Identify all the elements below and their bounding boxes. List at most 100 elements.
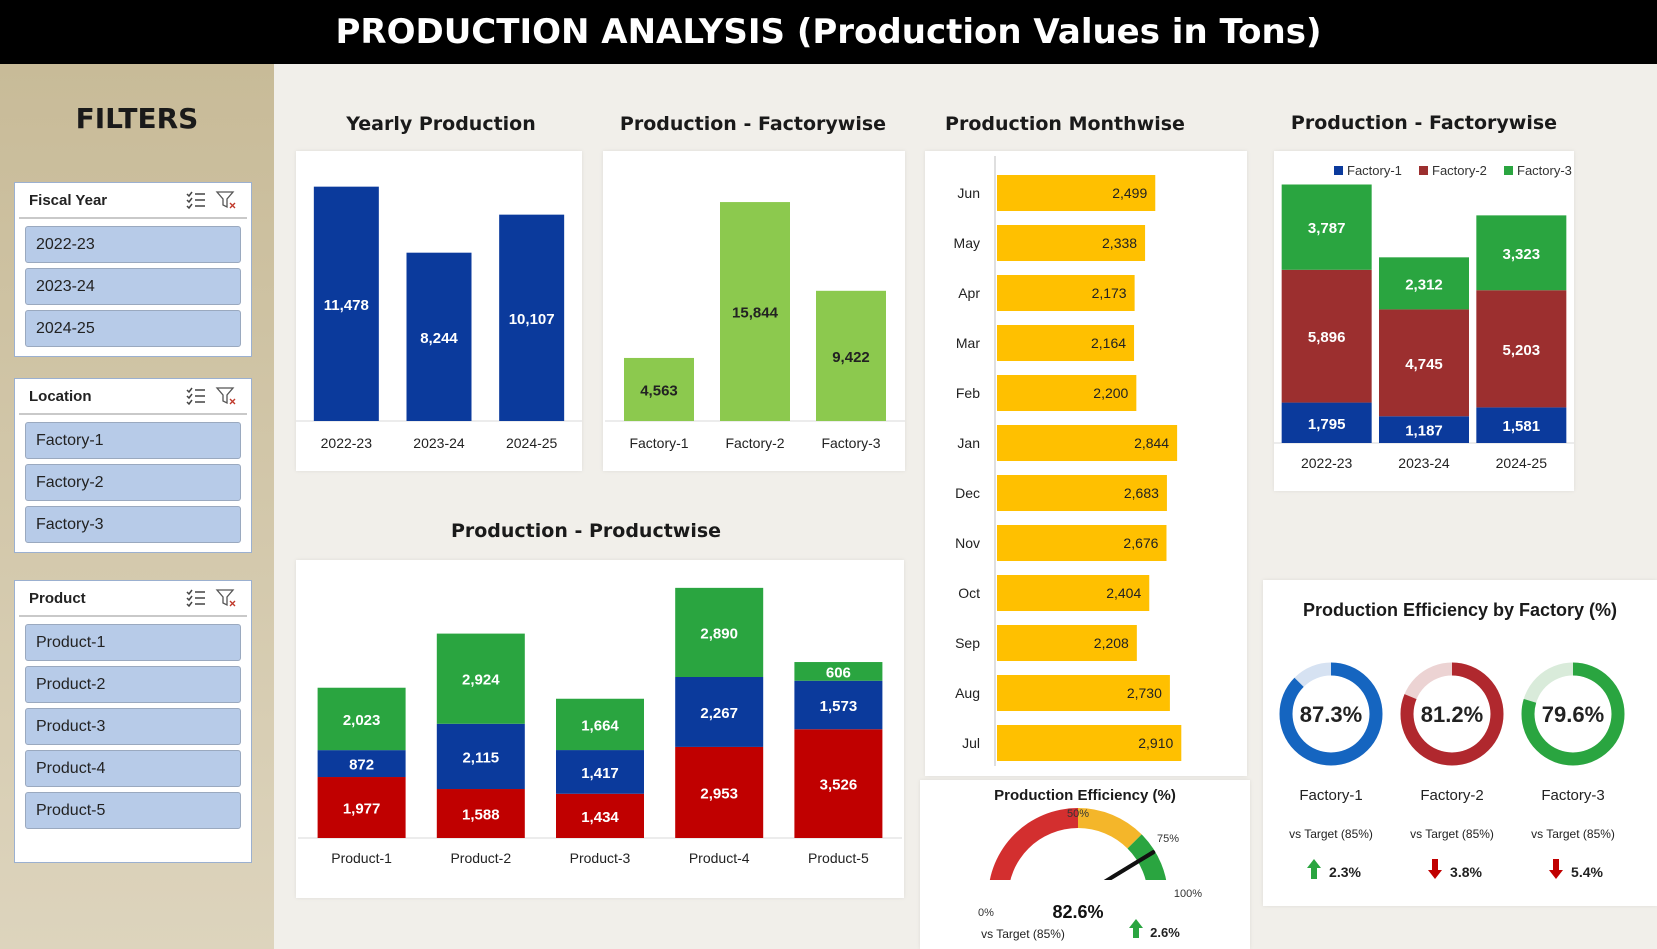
slicer-item-product-5[interactable]: Product-5 xyxy=(25,792,241,829)
bar-segment-product-2-series-3[interactable] xyxy=(436,633,525,724)
slicer-item-factory-1[interactable]: Factory-1 xyxy=(25,422,241,459)
bar-segment-2024-25-factory-1[interactable] xyxy=(1476,407,1567,443)
bar-segment-product-4-series-2[interactable] xyxy=(675,676,764,747)
slicer-item-2022-23[interactable]: 2022-23 xyxy=(25,226,241,263)
slicer-fiscal-year: Fiscal Year 2022-23 2023-24 2024-25 xyxy=(14,182,252,357)
bar-segment-product-4-series-1[interactable] xyxy=(675,746,764,838)
bar-segment-2022-23-factory-2[interactable] xyxy=(1281,269,1372,403)
slicer-item-factory-3[interactable]: Factory-3 xyxy=(25,506,241,543)
data-label: 1,977 xyxy=(343,801,381,818)
multi-select-icon[interactable] xyxy=(185,385,207,407)
slicer-item-factory-2[interactable]: Factory-2 xyxy=(25,464,241,501)
factorywise-title: Production - Factorywise xyxy=(619,113,887,135)
bar-jul[interactable] xyxy=(997,725,1182,761)
gauge-title: Production Efficiency (%) xyxy=(994,787,1176,804)
bar-2023-24[interactable] xyxy=(406,252,472,421)
slicer-item-2023-24[interactable]: 2023-24 xyxy=(25,268,241,305)
bar-2022-23[interactable] xyxy=(313,186,379,421)
data-label: 2,115 xyxy=(462,749,499,766)
multi-select-icon[interactable] xyxy=(185,587,207,609)
bar-segment-2024-25-factory-2[interactable] xyxy=(1476,290,1567,408)
bar-mar[interactable] xyxy=(997,325,1135,361)
data-label: 2,844 xyxy=(1134,435,1169,451)
bar-segment-product-3-series-2[interactable] xyxy=(556,750,644,794)
bar-aug[interactable] xyxy=(997,675,1170,711)
data-label: 3,526 xyxy=(820,777,858,794)
data-label: 1,581 xyxy=(1503,418,1541,435)
y-tick-label: Mar xyxy=(956,335,980,351)
bar-dec[interactable] xyxy=(997,475,1167,511)
bar-segment-product-1-series-1[interactable] xyxy=(317,777,406,838)
bar-segment-2022-23-factory-3[interactable] xyxy=(1281,184,1372,270)
bar-apr[interactable] xyxy=(997,275,1135,311)
slicer-item-product-4[interactable]: Product-4 xyxy=(25,750,241,787)
bar-feb[interactable] xyxy=(997,375,1137,411)
bar-may[interactable] xyxy=(997,225,1146,261)
data-label: 11,478 xyxy=(324,297,369,314)
monthwise-title: Production Monthwise xyxy=(945,113,1185,135)
arrow-up-icon xyxy=(1129,919,1143,938)
donut-delta: 2.3% xyxy=(1329,864,1361,880)
factorywise-chart-panel: 4,563 Factory-1 15,844 Factory-2 9,422 Factor… xyxy=(603,151,905,471)
bar-segment-2024-25-factory-3[interactable] xyxy=(1476,215,1567,291)
bar-segment-2023-24-factory-1[interactable] xyxy=(1379,416,1469,443)
bar-factory-3[interactable] xyxy=(816,290,886,421)
x-tick-label: Product-5 xyxy=(808,850,869,866)
slicer-header: Product xyxy=(19,581,247,617)
bar-segment-product-3-series-1[interactable] xyxy=(556,793,644,838)
donut-delta: 3.8% xyxy=(1450,864,1482,880)
slicer-item-product-1[interactable]: Product-1 xyxy=(25,624,241,661)
bar-segment-product-5-series-3[interactable] xyxy=(794,662,883,681)
gauge-band-red xyxy=(988,808,1078,898)
bar-segment-product-4-series-3[interactable] xyxy=(675,587,764,677)
gauge-mask xyxy=(920,880,1250,940)
bar-segment-2022-23-factory-1[interactable] xyxy=(1281,402,1372,443)
slicer-item-product-3[interactable]: Product-3 xyxy=(25,708,241,745)
donut-target-label: vs Target (85%) xyxy=(1289,827,1373,841)
data-label: 2,499 xyxy=(1112,185,1147,201)
bar-segment-product-5-series-1[interactable] xyxy=(794,729,883,838)
bar-factory-2[interactable] xyxy=(720,202,790,421)
y-tick-label: Jun xyxy=(957,185,980,201)
clear-filter-icon[interactable] xyxy=(215,587,237,609)
clear-filter-icon[interactable] xyxy=(215,189,237,211)
data-label: 2,312 xyxy=(1405,276,1443,293)
x-tick-label: Product-2 xyxy=(450,850,511,866)
slicer-item-2024-25[interactable]: 2024-25 xyxy=(25,310,241,347)
bar-2024-25[interactable] xyxy=(499,214,565,421)
bar-segment-2023-24-factory-3[interactable] xyxy=(1379,257,1469,310)
y-tick-label: Jul xyxy=(962,735,980,751)
bar-segment-product-1-series-3[interactable] xyxy=(317,687,406,751)
donut-value: 79.6% xyxy=(1542,702,1604,727)
bar-nov[interactable] xyxy=(997,525,1167,561)
bar-oct[interactable] xyxy=(997,575,1150,611)
donut-factory-label: Factory-1 xyxy=(1299,787,1362,804)
data-label: 5,896 xyxy=(1308,329,1346,346)
x-tick-label: Factory-3 xyxy=(821,435,880,451)
bar-segment-product-5-series-2[interactable] xyxy=(794,680,883,730)
y-tick-label: May xyxy=(954,235,980,251)
productwise-chart-panel: 1,977 872 2,023 Product-1 1,588 2,115 2,924 Pro… xyxy=(296,560,904,898)
bar-segment-2023-24-factory-2[interactable] xyxy=(1379,309,1469,417)
arrow-down-icon xyxy=(1428,859,1442,879)
clear-filter-icon[interactable] xyxy=(215,385,237,407)
x-tick-label: 2023-24 xyxy=(1398,455,1450,471)
legend-swatch-factory-1 xyxy=(1334,166,1343,175)
bar-segment-product-1-series-2[interactable] xyxy=(317,750,406,778)
bar-jan[interactable] xyxy=(997,425,1178,461)
bar-segment-product-3-series-3[interactable] xyxy=(556,698,644,751)
donut-value: 81.2% xyxy=(1421,702,1483,727)
donut-arc-factory-1[interactable] xyxy=(1279,662,1383,766)
bar-factory-1[interactable] xyxy=(624,357,694,421)
donut-arc-factory-3[interactable] xyxy=(1521,662,1625,766)
bar-segment-product-2-series-2[interactable] xyxy=(436,723,525,790)
data-label: 2,676 xyxy=(1123,535,1158,551)
bar-jun[interactable] xyxy=(997,175,1156,211)
multi-select-icon[interactable] xyxy=(185,189,207,211)
donut-arc-factory-2[interactable] xyxy=(1400,662,1504,766)
bar-sep[interactable] xyxy=(997,625,1137,661)
donut-factory-label: Factory-2 xyxy=(1420,787,1483,804)
bar-segment-product-2-series-1[interactable] xyxy=(436,789,525,838)
slicer-item-product-2[interactable]: Product-2 xyxy=(25,666,241,703)
x-tick-label: 2024-25 xyxy=(1496,455,1548,471)
